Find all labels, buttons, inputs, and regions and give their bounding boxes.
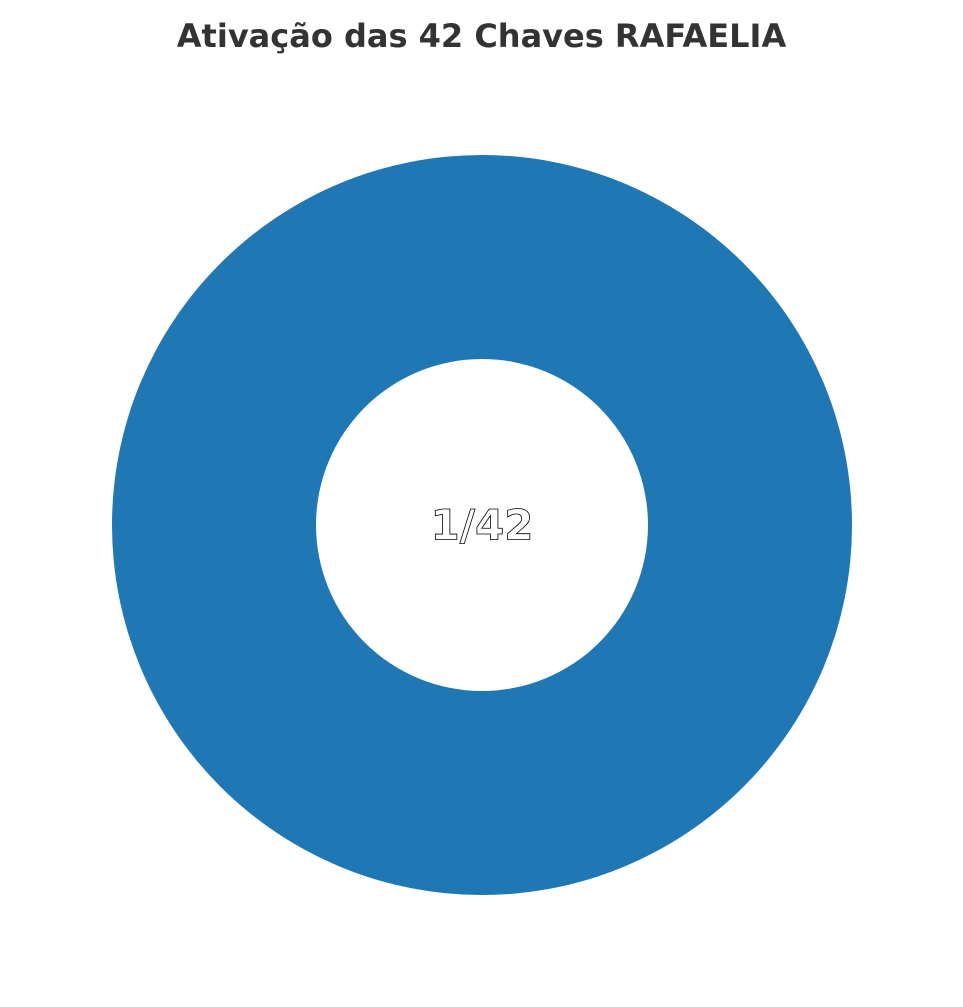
donut-hole xyxy=(316,359,648,691)
chart-title: Ativação das 42 Chaves RAFAELIA xyxy=(176,17,787,55)
center-label: 1/42 xyxy=(430,501,533,550)
